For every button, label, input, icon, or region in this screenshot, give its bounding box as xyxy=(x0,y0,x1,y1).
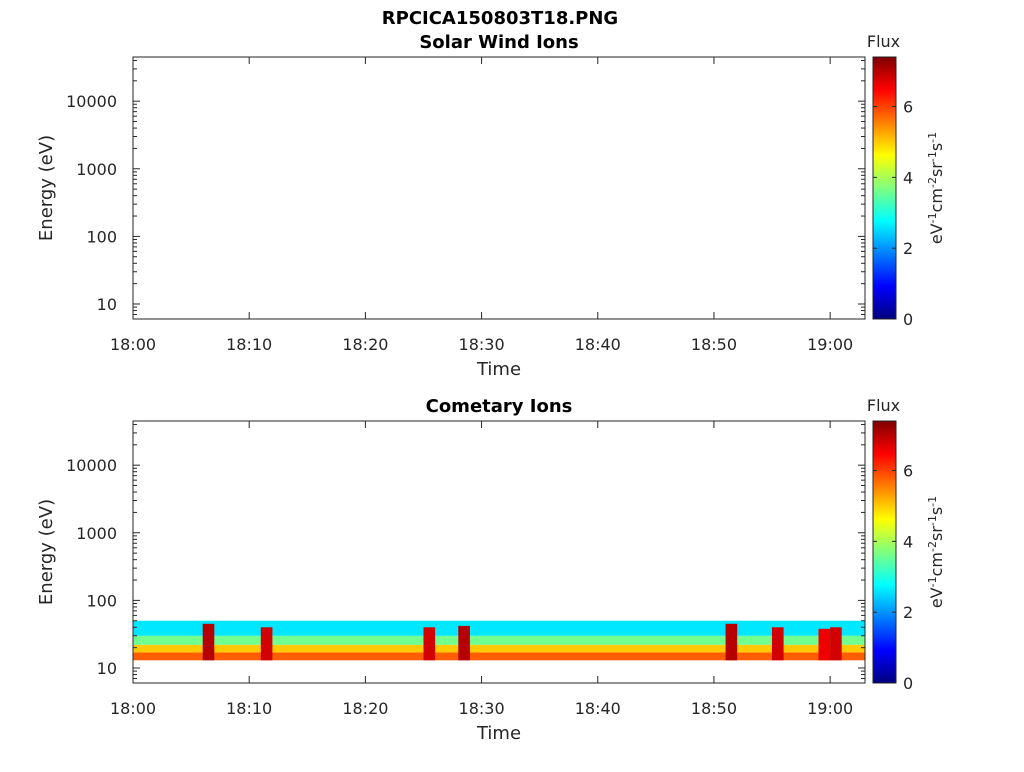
colorbar-tick-label: 0 xyxy=(903,674,913,693)
x-axis-label: Time xyxy=(476,359,521,380)
colorbar-label: eV-1cm-2sr-1s-1 xyxy=(926,496,947,608)
colorbar-tick-label: 6 xyxy=(903,98,913,117)
plot-frame xyxy=(132,420,866,684)
heatmap-cell xyxy=(133,644,865,653)
colorbar-title: Flux xyxy=(867,396,900,415)
colorbar-tick-label: 0 xyxy=(903,310,913,329)
colorbar-tick-label: 6 xyxy=(903,462,913,481)
x-tick-label: 18:30 xyxy=(459,699,505,718)
colorbar-tick-label: 2 xyxy=(903,239,913,258)
colorbar-label: eV-1cm-2sr-1s-1 xyxy=(926,132,947,244)
y-tick-label: 10 xyxy=(97,295,117,314)
y-tick-label: 100 xyxy=(86,591,117,610)
heatmap-cell xyxy=(725,623,738,661)
y-tick-label: 1000 xyxy=(76,524,117,543)
heatmap-cell xyxy=(202,623,215,661)
colorbar-tick-label: 4 xyxy=(903,168,913,187)
x-tick-label: 18:10 xyxy=(226,699,272,718)
y-axis-label: Energy (eV) xyxy=(36,499,57,605)
heatmap-cell xyxy=(772,627,784,661)
x-tick-label: 18:00 xyxy=(110,699,156,718)
x-tick-label: 18:20 xyxy=(342,699,388,718)
y-tick-label: 10 xyxy=(97,659,117,678)
heatmap-cell xyxy=(260,627,273,661)
plot-frame xyxy=(132,56,866,320)
x-tick-label: 18:50 xyxy=(691,699,737,718)
x-tick-label: 18:00 xyxy=(110,335,156,354)
heatmap-cell xyxy=(458,625,470,661)
x-tick-label: 18:40 xyxy=(575,335,621,354)
heatmap-cell xyxy=(818,628,831,661)
panel-2: Cometary Ions 18:00 18:10 18:20 18:30 18:40 18… xyxy=(36,396,946,744)
x-tick-label: 18:50 xyxy=(691,335,737,354)
heatmap-cell xyxy=(133,652,865,661)
colorbar-tick-label: 4 xyxy=(903,532,913,551)
heatmap-cell xyxy=(133,635,865,645)
heatmap-cells xyxy=(133,620,865,661)
colorbar xyxy=(872,56,897,320)
figure-title: RPCICA150803T18.PNG xyxy=(382,8,618,29)
colorbar xyxy=(872,420,897,684)
y-tick-label: 100 xyxy=(86,227,117,246)
x-tick-label: 18:10 xyxy=(226,335,272,354)
y-tick-label: 10000 xyxy=(66,456,117,475)
y-axis-label: Energy (eV) xyxy=(36,135,57,241)
panel-title: Solar Wind Ions xyxy=(419,32,578,53)
colorbar-tick-label: 2 xyxy=(903,603,913,622)
colorbar-title: Flux xyxy=(867,32,900,51)
y-tick-label: 1000 xyxy=(76,160,117,179)
x-tick-label: 19:00 xyxy=(807,699,853,718)
y-tick-label: 10000 xyxy=(66,92,117,111)
heatmap-cell xyxy=(830,627,842,661)
x-axis-label: Time xyxy=(476,723,521,744)
panel-1: Solar Wind Ions 18:00 18:10 18:20 18:30 18:40… xyxy=(36,32,946,380)
heatmap-cell xyxy=(133,620,865,636)
x-tick-label: 18:40 xyxy=(575,699,621,718)
x-tick-label: 18:20 xyxy=(342,335,388,354)
panel-title: Cometary Ions xyxy=(426,396,573,417)
x-tick-label: 18:30 xyxy=(459,335,505,354)
heatmap-cell xyxy=(423,627,436,661)
x-tick-label: 19:00 xyxy=(807,335,853,354)
